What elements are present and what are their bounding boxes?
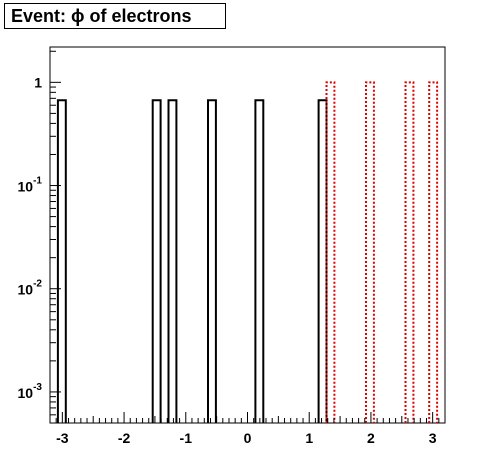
histogram-bin-1-3 bbox=[428, 81, 439, 423]
y-tick-label-exponent: -3 bbox=[33, 382, 42, 393]
y-tick-label-base: 10 bbox=[18, 385, 34, 401]
y-tick-label-base: 10 bbox=[18, 179, 34, 195]
bars-layer bbox=[56, 81, 439, 423]
x-tick-label: 0 bbox=[244, 430, 252, 446]
x-tick-label: 1 bbox=[305, 430, 313, 446]
histogram-bin-0-2 bbox=[167, 99, 178, 423]
histogram-bin-0-5 bbox=[317, 99, 328, 423]
y-tick-label-base: 10 bbox=[18, 282, 34, 298]
y-tick-label-exponent: -2 bbox=[33, 279, 42, 290]
plot-frame bbox=[49, 46, 446, 424]
x-tick-label: 2 bbox=[367, 430, 375, 446]
y-tick-label-exponent: -1 bbox=[33, 176, 42, 187]
y-tick-label: 1 bbox=[34, 74, 42, 90]
histogram-bin-0-4 bbox=[254, 99, 265, 423]
histogram-bin-1-2 bbox=[404, 81, 415, 423]
histogram-bin-0-0 bbox=[56, 99, 67, 423]
histogram-bin-1-1 bbox=[365, 81, 375, 423]
chart-title: Event: ϕ of electrons bbox=[4, 3, 226, 29]
x-tick-label: 3 bbox=[429, 430, 437, 446]
x-tick-label: -3 bbox=[56, 430, 69, 446]
histogram-bin-0-3 bbox=[207, 99, 217, 423]
x-tick-label: -1 bbox=[180, 430, 193, 446]
histogram-bin-1-0 bbox=[325, 81, 336, 423]
labels-layer: -3 -2 -1 0 1 2 31-110-210-310 bbox=[18, 74, 437, 446]
histogram-bin-0-1 bbox=[151, 99, 162, 423]
x-tick-label: -2 bbox=[118, 430, 131, 446]
ticks-layer bbox=[49, 50, 446, 424]
